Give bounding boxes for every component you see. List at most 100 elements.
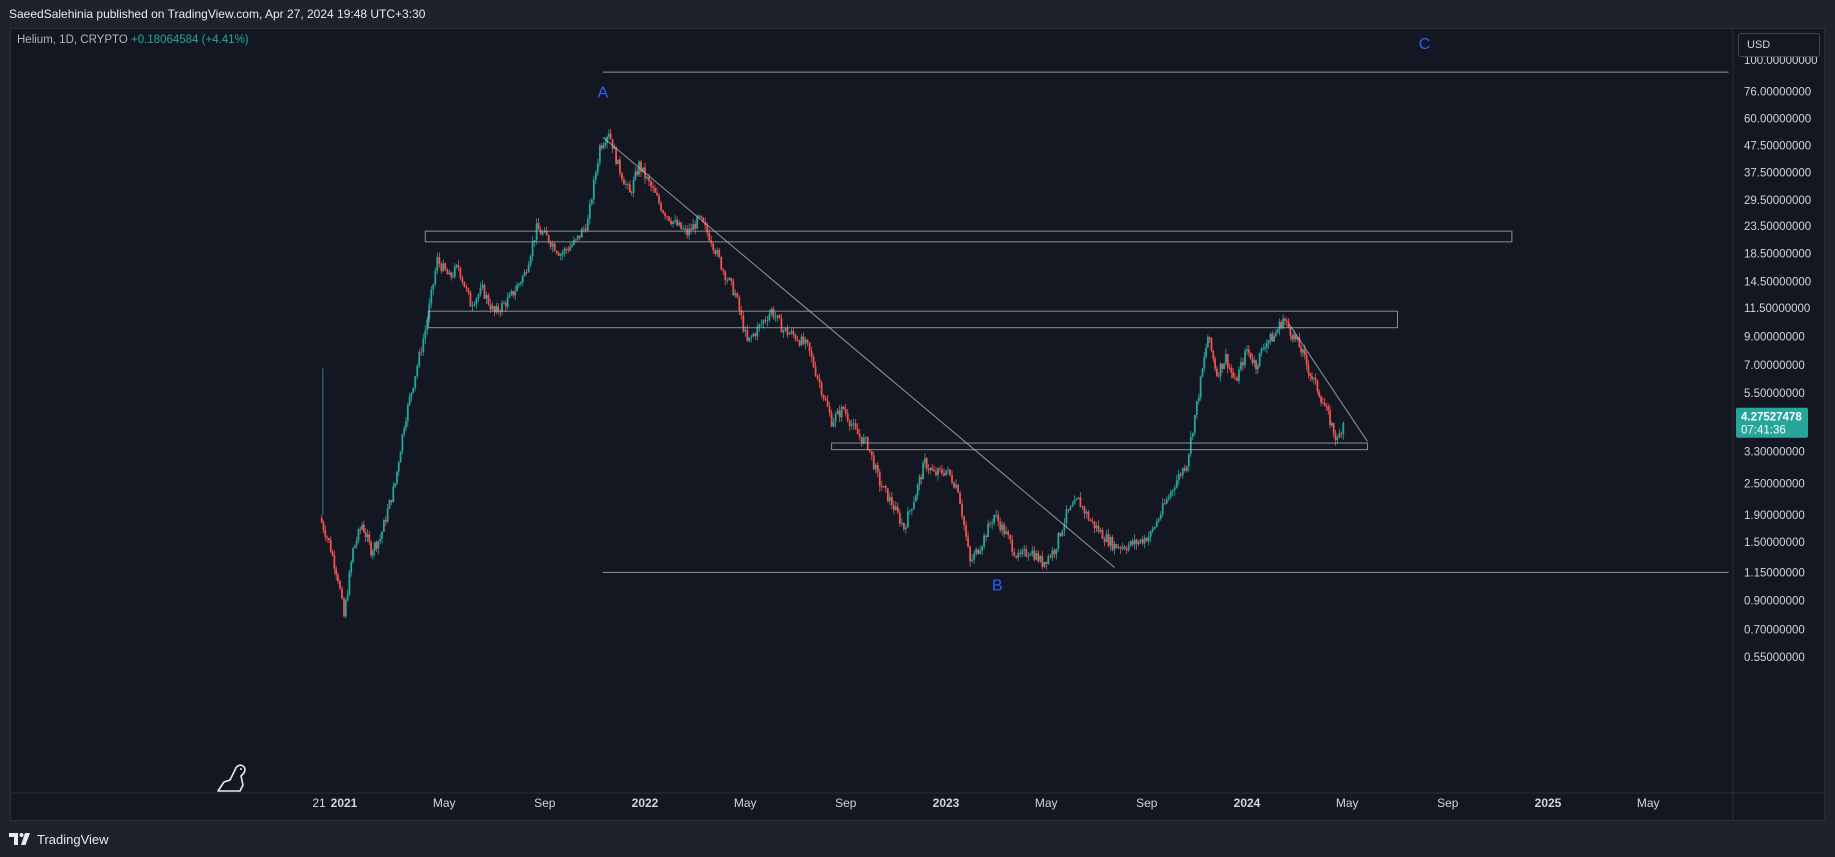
footer[interactable]: TradingView [9, 829, 109, 849]
candle-body [1183, 468, 1186, 471]
candle-body [876, 465, 879, 473]
candle-body [613, 147, 616, 149]
candle-body [1309, 373, 1312, 377]
candle-body [918, 477, 921, 485]
candle-body [366, 534, 369, 538]
candle-body [832, 421, 835, 427]
y-tick-label: 0.55000000 [1744, 652, 1805, 664]
candle-body [922, 463, 925, 480]
y-axis[interactable]: 100.00000000 76.00000000 60.00000000 47.500… [1744, 55, 1818, 664]
candle-body [662, 210, 664, 214]
candle-body [1169, 491, 1172, 497]
currency-button[interactable]: USD [1738, 33, 1820, 57]
candle-body [780, 318, 783, 333]
candle-body [479, 287, 482, 295]
candle-body [1330, 423, 1333, 426]
trend-line [602, 136, 1115, 568]
candle-body [1179, 474, 1182, 476]
x-axis[interactable]: 21 2021 May Sep 2022 May Sep 2023 May Sep 2024 May S… [312, 796, 1659, 810]
candle-body [912, 501, 915, 510]
candle-body [499, 311, 502, 313]
candle-body [949, 469, 951, 476]
candle-body [1111, 537, 1114, 550]
candle-body [838, 410, 841, 418]
candle-body [794, 334, 797, 340]
candle-body [646, 176, 648, 179]
candle-body [915, 495, 917, 502]
candle-body [840, 406, 843, 418]
candle-body [975, 549, 977, 554]
candle-body [1029, 554, 1032, 556]
candle-body [394, 483, 397, 487]
candle-body [788, 333, 791, 335]
candle-body [1240, 362, 1242, 370]
candle-body [686, 228, 689, 236]
candle-body [1214, 358, 1216, 369]
candle-body [491, 306, 494, 310]
symbol-legend[interactable]: Helium, 1D, CRYPTO +0.18064584 (+4.41%) [17, 34, 249, 46]
candle-body [523, 272, 526, 277]
candle-body [379, 538, 382, 542]
candle-body [1205, 347, 1207, 357]
y-tick-label: 1.15000000 [1744, 567, 1805, 579]
candle-body [580, 229, 583, 238]
candle-body [752, 333, 755, 337]
candle-body [1051, 550, 1054, 558]
candle-body [1212, 350, 1215, 359]
candle-body [604, 142, 607, 146]
candle-body [1109, 537, 1112, 546]
candle-body [836, 410, 839, 415]
candle-body [1276, 329, 1279, 333]
candle-body [452, 276, 454, 278]
candle-body [888, 496, 891, 502]
candle-body [406, 404, 409, 422]
candle-body [602, 145, 605, 149]
candle-body [1153, 526, 1156, 529]
candle-body [1255, 360, 1257, 370]
candle-body [1238, 369, 1240, 381]
y-tick-label: 5.50000000 [1744, 388, 1805, 400]
candle-body [384, 519, 387, 522]
candle-body [388, 500, 391, 509]
candle-body [598, 145, 601, 163]
candle-body [1037, 553, 1040, 562]
candle-body [800, 336, 803, 346]
candle-body [375, 542, 378, 549]
candle-body [1228, 367, 1231, 369]
candle-body [738, 297, 741, 311]
candle-body [844, 408, 847, 414]
candle-body [461, 277, 464, 282]
candle-body [1069, 506, 1072, 511]
candle-body [1342, 423, 1345, 435]
candle-body [561, 252, 564, 255]
candle-body [634, 171, 637, 180]
chart-frame[interactable] [10, 28, 1825, 821]
candle-body [870, 450, 873, 456]
candle-body [1077, 497, 1080, 500]
candle-body [1167, 496, 1170, 500]
candle-body [724, 271, 727, 281]
candle-body [512, 291, 515, 296]
candle-body [979, 550, 982, 554]
candle-body [533, 240, 536, 242]
candle-body [1047, 556, 1050, 564]
candle-body [1075, 499, 1078, 501]
candle-body [1291, 335, 1294, 340]
candle-body [943, 473, 945, 476]
candle-body [357, 529, 360, 541]
candle-body [993, 514, 996, 523]
candle-body [1230, 367, 1233, 373]
candle-body [820, 382, 823, 395]
candle-body [519, 282, 522, 284]
candle-body [1210, 338, 1213, 351]
annotations-layer[interactable]: A B C [424, 36, 1729, 595]
candle-body [702, 217, 705, 223]
candle-body [804, 339, 807, 344]
candle-body [1253, 360, 1256, 363]
candle-body [1011, 539, 1014, 553]
candle-body [927, 468, 930, 470]
candle-body [756, 326, 759, 337]
candle-body [796, 339, 799, 341]
candle-body [397, 462, 400, 472]
